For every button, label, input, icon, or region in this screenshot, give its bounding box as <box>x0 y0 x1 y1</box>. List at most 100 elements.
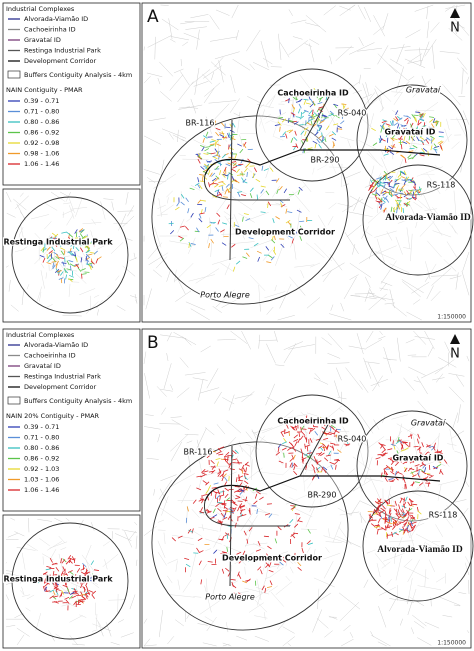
road <box>157 519 164 523</box>
street <box>214 189 220 193</box>
street <box>410 525 413 531</box>
road <box>62 209 74 216</box>
street <box>85 253 90 259</box>
road <box>328 528 330 537</box>
road <box>114 533 132 541</box>
street <box>294 95 298 101</box>
road <box>265 161 272 179</box>
street <box>297 561 302 567</box>
legend-item: Buffers Contiguity Analysis - 4km <box>24 71 132 79</box>
legend-box <box>2 328 141 512</box>
road <box>427 240 442 258</box>
road <box>368 165 375 186</box>
street <box>65 239 70 244</box>
street <box>428 451 432 457</box>
road <box>309 491 319 513</box>
street <box>280 243 285 248</box>
street <box>220 552 226 554</box>
road <box>391 109 401 117</box>
street <box>187 528 192 534</box>
road <box>462 110 470 125</box>
road <box>419 47 422 65</box>
road <box>304 22 321 27</box>
street <box>403 202 408 207</box>
street <box>51 261 57 263</box>
panel-label: B <box>147 333 159 353</box>
street <box>238 592 243 597</box>
street <box>283 188 288 194</box>
road <box>278 33 282 60</box>
street <box>382 125 386 131</box>
road <box>263 559 267 571</box>
street <box>333 429 338 434</box>
road <box>199 460 203 477</box>
road <box>416 166 443 177</box>
street <box>329 445 335 449</box>
street <box>244 463 250 467</box>
street <box>52 262 55 268</box>
street <box>240 504 246 508</box>
street <box>190 212 194 218</box>
road <box>458 592 467 595</box>
street <box>343 107 349 110</box>
road <box>435 576 445 583</box>
road <box>181 138 188 143</box>
road <box>373 245 397 256</box>
road <box>133 252 136 259</box>
street <box>285 423 289 429</box>
road <box>312 609 322 633</box>
street <box>408 135 411 141</box>
road <box>207 495 216 509</box>
road <box>338 592 361 610</box>
street <box>397 515 402 520</box>
street <box>316 460 322 464</box>
street <box>411 135 414 141</box>
street <box>314 143 317 149</box>
street <box>402 502 407 507</box>
street <box>215 457 221 461</box>
street <box>335 434 339 440</box>
street <box>280 202 283 208</box>
road <box>143 169 160 175</box>
street <box>218 453 224 456</box>
street <box>417 121 422 126</box>
road <box>266 306 274 315</box>
road <box>169 38 176 43</box>
street <box>318 445 323 449</box>
road <box>448 222 458 235</box>
street <box>280 430 286 433</box>
road <box>424 263 437 282</box>
street <box>207 561 213 563</box>
inset-label: Restinga Industrial Park <box>3 575 113 584</box>
road <box>122 215 135 227</box>
street <box>422 112 426 118</box>
street <box>385 132 389 138</box>
road <box>224 263 231 276</box>
street <box>325 454 331 457</box>
road <box>47 541 63 551</box>
road <box>211 256 237 265</box>
road <box>317 592 332 602</box>
road <box>204 427 215 436</box>
street <box>289 457 294 462</box>
street <box>408 150 414 153</box>
street <box>55 587 58 593</box>
street <box>53 595 59 598</box>
road <box>380 260 397 284</box>
legend-item: 1.06 - 1.46 <box>24 486 59 494</box>
road <box>175 619 184 627</box>
street <box>392 521 398 525</box>
street <box>237 143 242 147</box>
road <box>21 246 28 251</box>
legend-item: 0.71 - 0.80 <box>24 108 59 116</box>
road <box>289 566 294 574</box>
road <box>252 542 265 550</box>
road <box>407 559 420 583</box>
street <box>215 491 221 494</box>
street <box>69 571 75 576</box>
street <box>385 123 391 126</box>
street <box>225 126 231 129</box>
road <box>373 25 385 35</box>
road <box>5 572 23 577</box>
